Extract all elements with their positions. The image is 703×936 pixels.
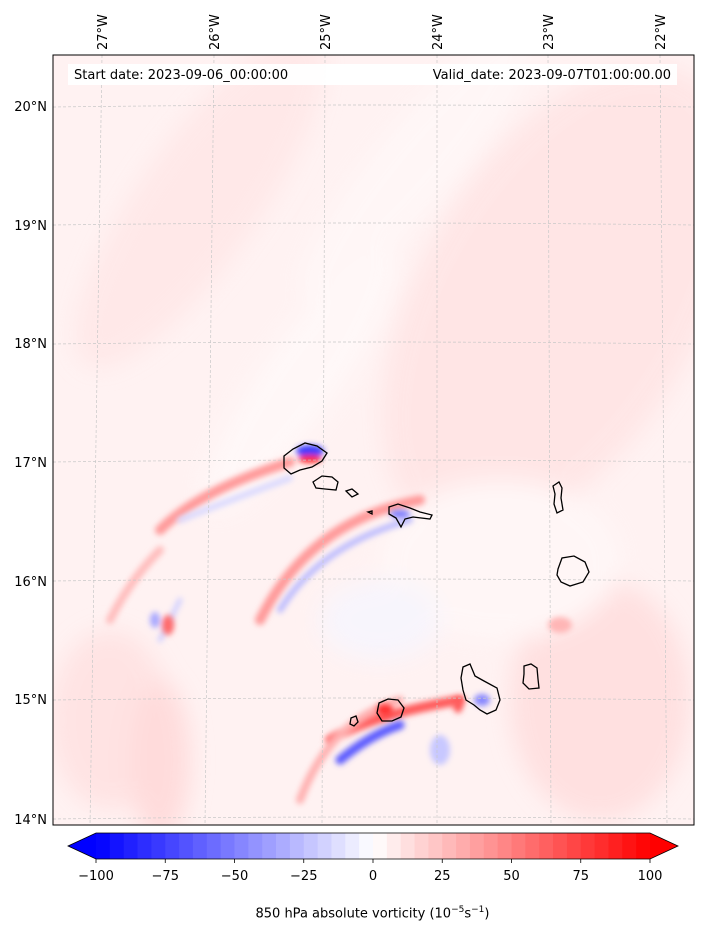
colorbar-tick-label: −75 <box>152 869 179 884</box>
colorbar-segment <box>165 833 180 859</box>
colorbar-segment <box>497 833 513 859</box>
colorbar-tick-label: 100 <box>638 869 663 884</box>
lat-label: 15°N <box>14 693 47 708</box>
colorbar-segment <box>566 833 582 859</box>
colorbar-extend-min <box>68 833 96 859</box>
colorbar-segment <box>580 833 596 859</box>
colorbar-segment <box>234 833 249 859</box>
lat-label: 20°N <box>14 100 47 115</box>
colorbar-tick-label: 25 <box>434 869 451 884</box>
coastline-sao-nicolau <box>388 503 433 529</box>
colorbar-segment <box>511 833 526 859</box>
colorbar-ticks: −100 −75 −50 −25 0 25 50 75 100 <box>78 859 662 884</box>
lat-label: 16°N <box>14 575 47 590</box>
coastline-boa-vista <box>556 555 590 587</box>
lat-label: 18°N <box>14 337 47 352</box>
lat-label: 14°N <box>14 813 47 828</box>
lon-label: 25°W <box>319 14 334 50</box>
colorbar-segment <box>359 833 374 859</box>
lon-label: 26°W <box>208 14 223 50</box>
map-frame <box>52 54 695 826</box>
coastline-santo-antao <box>283 442 328 475</box>
colorbar-segment <box>317 833 333 859</box>
colorbar-segment <box>400 833 416 859</box>
lat-label: 19°N <box>14 219 47 234</box>
colorbar-segment <box>622 833 637 859</box>
colorbar-segment <box>192 833 208 859</box>
vorticity-field <box>53 55 694 825</box>
colorbar-tick-label: 75 <box>572 869 589 884</box>
colorbar-tick-label: −50 <box>221 869 248 884</box>
coastlines <box>283 442 590 727</box>
lon-label: 27°W <box>96 14 111 50</box>
colorbar-segment <box>483 833 499 859</box>
coastline-maio <box>522 663 540 690</box>
colorbar-segment <box>179 833 194 859</box>
colorbar-segments <box>96 833 651 859</box>
lon-label: 22°W <box>654 14 669 50</box>
colorbar-tick-label: 0 <box>369 869 377 884</box>
colorbar-segment <box>456 833 471 859</box>
start-date-label: Start date: 2023-09-06_00:00:00 <box>74 68 288 83</box>
lon-label: 23°W <box>542 14 557 50</box>
colorbar-segment <box>96 833 111 859</box>
colorbar-segment <box>345 833 360 859</box>
colorbar-segment <box>539 833 554 859</box>
colorbar-segment <box>137 833 152 859</box>
colorbar-segment <box>608 833 623 859</box>
coastline-sal <box>552 481 564 514</box>
coastline-brava <box>349 715 359 727</box>
graticule <box>53 55 694 825</box>
longitude-labels: 27°W 26°W 25°W 24°W 23°W 22°W <box>96 14 669 50</box>
colorbar-segment <box>442 833 457 859</box>
colorbar-segment <box>123 833 139 859</box>
colorbar-segment <box>594 833 610 859</box>
colorbar-segment <box>636 833 651 859</box>
colorbar-segment <box>414 833 429 859</box>
colorbar-segment <box>373 833 388 859</box>
colorbar-title: 850 hPa absolute vorticity (10−5s−1) <box>255 905 490 922</box>
colorbar-tick-label: −25 <box>290 869 317 884</box>
colorbar-segment <box>276 833 291 859</box>
colorbar-segment <box>386 833 402 859</box>
colorbar-segment <box>206 833 222 859</box>
colorbar: −100 −75 −50 −25 0 25 50 75 100 <box>67 832 679 884</box>
colorbar-segment <box>428 833 443 859</box>
colorbar-segment <box>109 833 125 859</box>
colorbar-extend-max <box>650 833 678 859</box>
lat-label: 17°N <box>14 456 47 471</box>
colorbar-segment <box>248 833 263 859</box>
colorbar-segment <box>151 833 166 859</box>
colorbar-segment <box>303 833 319 859</box>
coastline-santiago <box>460 663 501 715</box>
coastline-sao-vicente <box>312 475 339 491</box>
latitude-labels: 20°N 19°N 18°N 17°N 16°N 15°N 14°N <box>14 100 47 828</box>
colorbar-segment <box>262 833 277 859</box>
colorbar-segment <box>289 833 305 859</box>
colorbar-tick-label: 50 <box>503 869 520 884</box>
colorbar-segment <box>525 833 540 859</box>
valid-date-label: Valid_date: 2023-09-07T01:00:00.00 <box>433 68 671 83</box>
date-strip <box>68 64 677 85</box>
colorbar-segment <box>220 833 236 859</box>
coastline-raso <box>366 510 373 516</box>
colorbar-tick-label: −100 <box>78 869 114 884</box>
lon-label: 24°W <box>431 14 446 50</box>
colorbar-segment <box>469 833 485 859</box>
coastline-fogo <box>376 698 405 722</box>
coastline-santa-luzia <box>344 488 360 498</box>
colorbar-segment <box>553 833 568 859</box>
colorbar-segment <box>331 833 346 859</box>
